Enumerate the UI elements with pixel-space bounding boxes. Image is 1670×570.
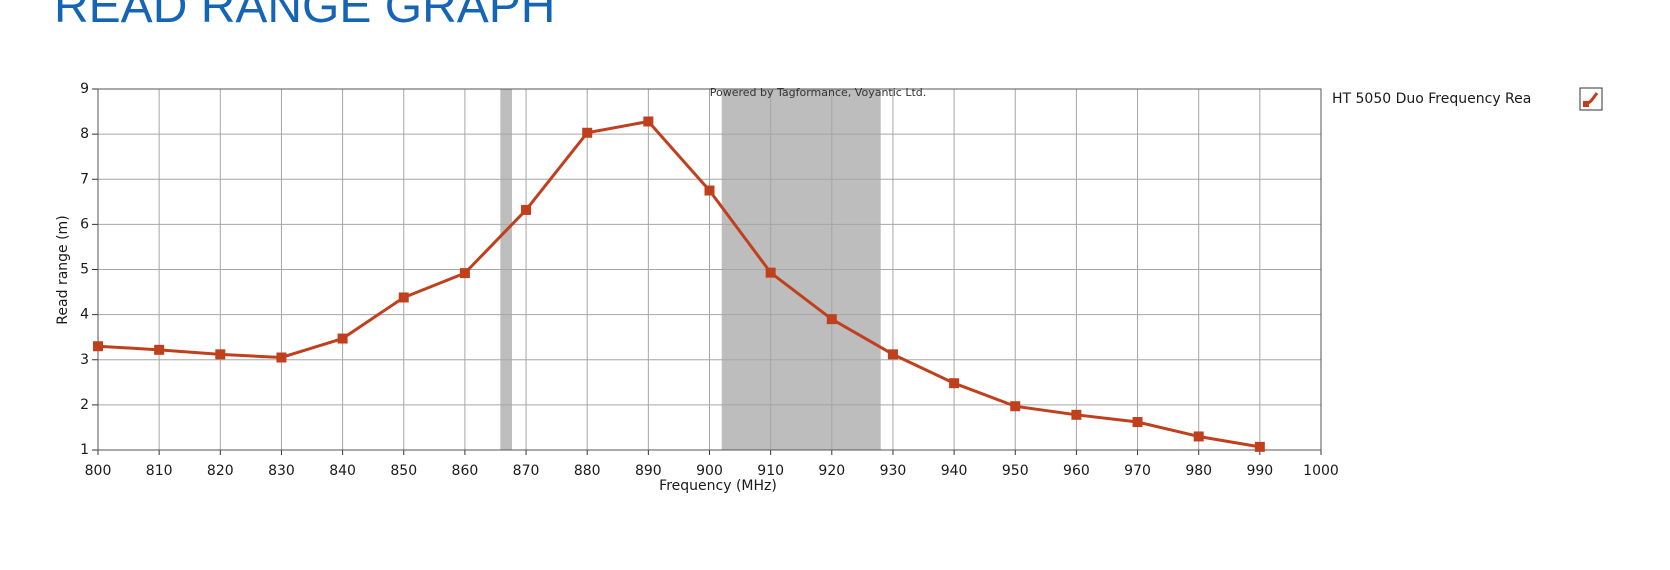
legend-label: HT 5050 Duo Frequency Rea: [1332, 91, 1531, 107]
y-tick-label: 6: [80, 216, 89, 232]
data-point: [949, 378, 960, 389]
x-tick-label: 880: [574, 463, 601, 479]
y-axis-label: Read range (m): [55, 215, 71, 324]
y-tick-label: 4: [80, 307, 89, 323]
data-point: [643, 116, 654, 127]
data-point: [154, 344, 165, 355]
x-tick-label: 800: [85, 463, 112, 479]
data-point: [704, 185, 715, 196]
data-point: [521, 204, 532, 215]
data-point: [1193, 431, 1204, 442]
x-tick-label: 970: [1124, 463, 1151, 479]
x-tick-label: 810: [146, 463, 173, 479]
data-point: [215, 349, 226, 360]
x-tick-label: 820: [207, 463, 234, 479]
y-tick-label: 8: [80, 126, 89, 142]
x-tick-label: 850: [390, 463, 417, 479]
x-tick-label: 990: [1246, 463, 1273, 479]
y-tick-label: 1: [80, 442, 89, 458]
x-tick-label: 920: [818, 463, 845, 479]
x-tick-label: 860: [452, 463, 479, 479]
x-tick-label: 960: [1063, 463, 1090, 479]
x-tick-label: 1000: [1303, 463, 1339, 479]
x-tick-label: 950: [1002, 463, 1029, 479]
watermark: Powered by Tagformance, Voyantic Ltd.: [710, 86, 927, 99]
x-tick-label: 930: [880, 463, 907, 479]
data-point: [1010, 401, 1021, 412]
data-point: [826, 314, 837, 325]
x-tick-label: 980: [1185, 463, 1212, 479]
x-tick-label: 870: [513, 463, 540, 479]
data-point: [398, 292, 409, 303]
data-point: [337, 333, 348, 344]
x-tick-label: 910: [757, 463, 784, 479]
data-point: [459, 268, 470, 279]
data-point: [887, 349, 898, 360]
x-tick-label: 900: [696, 463, 723, 479]
data-line: [97, 119, 1261, 449]
y-tick-label: 3: [80, 352, 89, 368]
y-tick-label: 5: [80, 262, 89, 278]
x-tick-label: 940: [941, 463, 968, 479]
data-point: [1254, 441, 1265, 452]
x-tick-label: 830: [268, 463, 295, 479]
y-tick-label: 7: [80, 171, 89, 187]
y-tick-label: 9: [80, 81, 89, 97]
data-point: [93, 341, 103, 352]
x-axis-label: Frequency (MHz): [659, 478, 777, 494]
y-tick-label: 2: [80, 397, 89, 413]
data-point: [276, 352, 287, 363]
chart-title: READ RANGE GRAPH: [54, 0, 555, 33]
x-tick-label: 890: [635, 463, 662, 479]
data-point: [1132, 417, 1143, 428]
data-point: [765, 267, 776, 278]
legend-swatch: [1583, 101, 1589, 107]
x-tick-label: 840: [329, 463, 356, 479]
plot-frame: [97, 88, 1322, 451]
data-point: [1071, 409, 1082, 420]
data-point: [582, 127, 593, 138]
